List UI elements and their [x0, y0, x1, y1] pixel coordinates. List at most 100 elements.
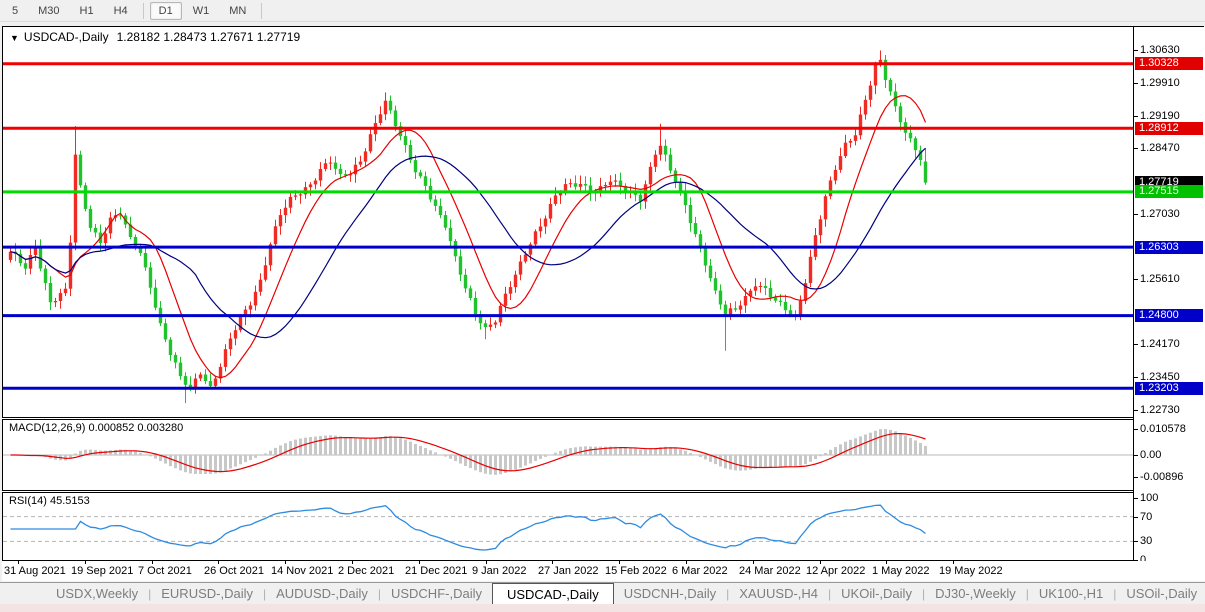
date-axis-label: 21 Dec 2021 [405, 565, 468, 577]
timeframe-button-5[interactable]: 5 [3, 2, 27, 20]
chart-tab-usdx-weekly[interactable]: USDX,Weekly [56, 586, 139, 601]
date-axis-tick [820, 561, 821, 564]
date-axis-tick [486, 561, 487, 564]
tab-separator: | [1113, 586, 1117, 601]
price-chart-canvas [3, 50, 1133, 404]
date-axis-tick [419, 561, 420, 564]
chart-window [2, 26, 1204, 581]
price-level-badge: 1.28912 [1135, 122, 1203, 135]
date-axis: 31 Aug 2021 19 Sep 2021 7 Oct 2021 26 Oct 2… [2, 561, 1204, 581]
date-axis-tick [218, 561, 219, 564]
price-axis-tick: 1.25610 [1134, 273, 1180, 285]
chart-tab-eurusd-daily[interactable]: EURUSD-,Daily [161, 586, 253, 601]
tab-separator: | [921, 586, 926, 601]
date-axis-label: 24 Mar 2022 [739, 565, 801, 577]
price-level-badge: 1.26303 [1135, 241, 1203, 254]
timeframe-button-h1[interactable]: H1 [71, 2, 103, 20]
macd-axis-tick: -0.00896 [1134, 471, 1183, 483]
toolbar-separator [261, 2, 263, 19]
rsi-indicator-canvas [3, 504, 1133, 551]
chart-ohlc-quote: 1.28182 1.28473 1.27671 1.27719 [116, 30, 301, 44]
timeframe-button-h4[interactable]: H4 [105, 2, 137, 20]
price-axis-tick: 1.27030 [1134, 208, 1180, 220]
date-axis-tick [85, 561, 86, 564]
date-axis-label: 15 Feb 2022 [605, 565, 667, 577]
date-axis-tick [285, 561, 286, 564]
date-axis-label: 26 Oct 2021 [204, 565, 264, 577]
chart-symbol-label: USDCAD-,Daily [23, 30, 109, 44]
date-axis-tick [953, 561, 954, 564]
date-axis-tick [686, 561, 687, 564]
rsi-indicator-label: RSI(14) 45.5153 [9, 495, 90, 507]
chart-tab-dj30-weekly[interactable]: DJ30-,Weekly [935, 586, 1016, 601]
date-axis-tick [886, 561, 887, 564]
macd-indicator-canvas [3, 429, 1133, 475]
price-axis-tick: 1.28470 [1134, 142, 1180, 154]
price-axis-tick: 1.23450 [1134, 371, 1180, 383]
tab-separator: | [262, 586, 267, 601]
pane-bottom-border [2, 560, 1204, 561]
date-axis-tick [18, 561, 19, 564]
date-axis-label: 19 Sep 2021 [71, 565, 134, 577]
macd-indicator-label: MACD(12,26,9) 0.000852 0.003280 [9, 422, 184, 434]
chart-tab-usdchf-daily[interactable]: USDCHF-,Daily [390, 586, 482, 601]
date-axis-label: 27 Jan 2022 [538, 565, 599, 577]
timeframe-button-m30[interactable]: M30 [29, 2, 68, 20]
rsi-axis-tick: 70 [1134, 511, 1152, 523]
date-axis-label: 19 May 2022 [939, 565, 1003, 577]
chart-dropdown-icon: ▼ [10, 33, 19, 43]
tab-separator: | [377, 586, 381, 601]
price-axis-tick: 1.30630 [1134, 44, 1180, 56]
rsi-axis-tick: 0 [1134, 554, 1146, 566]
chart-tab-ukoil-daily[interactable]: UKOil-,Daily [841, 586, 912, 601]
timeframe-button-d1[interactable]: D1 [149, 1, 182, 20]
date-axis-label: 6 Mar 2022 [672, 565, 728, 577]
tab-separator: | [726, 586, 730, 601]
date-axis-label: 9 Jan 2022 [472, 565, 527, 577]
rsi-axis-tick: 30 [1134, 535, 1152, 547]
price-axis-tick: 1.29190 [1134, 110, 1180, 122]
date-axis-tick [753, 561, 754, 564]
chart-tab-uk100-h1[interactable]: UK100-,H1 [1038, 586, 1104, 601]
price-level-badge: 1.27515 [1135, 185, 1203, 198]
date-axis-tick [619, 561, 620, 564]
date-axis-label: 2 Dec 2021 [338, 565, 395, 577]
date-axis-label: 14 Nov 2021 [271, 565, 334, 577]
macd-axis-tick: 0.010578 [1134, 423, 1186, 435]
date-axis-label: 31 Aug 2021 [4, 565, 66, 577]
pane-separator[interactable] [2, 417, 1204, 420]
chart-tab-bar: USDX,Weekly | EURUSD-,Daily | AUDUSD-,Daily |… [0, 582, 1205, 604]
price-axis-tick: 1.22730 [1134, 404, 1180, 416]
bottom-strip [0, 604, 1205, 612]
tab-separator: | [828, 586, 832, 601]
price-axis: 1.30630 1.29910 1.29190 1.28470 1.27030 1.256… [1134, 27, 1205, 581]
date-axis-label: 7 Oct 2021 [138, 565, 192, 577]
date-axis-label: 12 Apr 2022 [806, 565, 866, 577]
chart-title: ▼ USDCAD-,Daily 1.28182 1.28473 1.27671 1.… [10, 30, 300, 44]
price-level-badge: 1.23203 [1135, 382, 1203, 395]
date-axis-tick [352, 561, 353, 564]
date-axis-label: 1 May 2022 [872, 565, 930, 577]
date-axis-tick [552, 561, 553, 564]
chart-tab-audusd-daily[interactable]: AUDUSD-,Daily [276, 586, 368, 601]
toolbar-separator [142, 2, 144, 19]
chart-tab-usdcnh-daily[interactable]: USDCNH-,Daily [623, 586, 717, 601]
price-level-badge: 1.24800 [1135, 309, 1203, 322]
price-axis-divider [1133, 26, 1134, 581]
macd-axis-tick: 0.00 [1134, 449, 1161, 461]
chart-tab-usoil-daily[interactable]: USOil-,Daily [1126, 586, 1198, 601]
chart-tab-usdcad-daily[interactable]: USDCAD-,Daily [491, 583, 614, 604]
price-axis-tick: 1.24170 [1134, 338, 1180, 350]
price-level-badge: 1.30328 [1135, 57, 1203, 70]
chart-tab-xauusd-h4[interactable]: XAUUSD-,H4 [739, 586, 819, 601]
timeframe-button-w1[interactable]: W1 [184, 2, 219, 20]
pane-separator[interactable] [2, 490, 1204, 493]
date-axis-tick [152, 561, 153, 564]
price-axis-tick: 1.29910 [1134, 77, 1180, 89]
timeframe-button-mn[interactable]: MN [220, 2, 255, 20]
tab-separator: | [1025, 586, 1029, 601]
tab-separator: | [148, 586, 152, 601]
rsi-axis-tick: 100 [1134, 492, 1158, 504]
timeframe-toolbar: 5 M30 H1 H4 D1 W1 MN [0, 0, 1205, 22]
